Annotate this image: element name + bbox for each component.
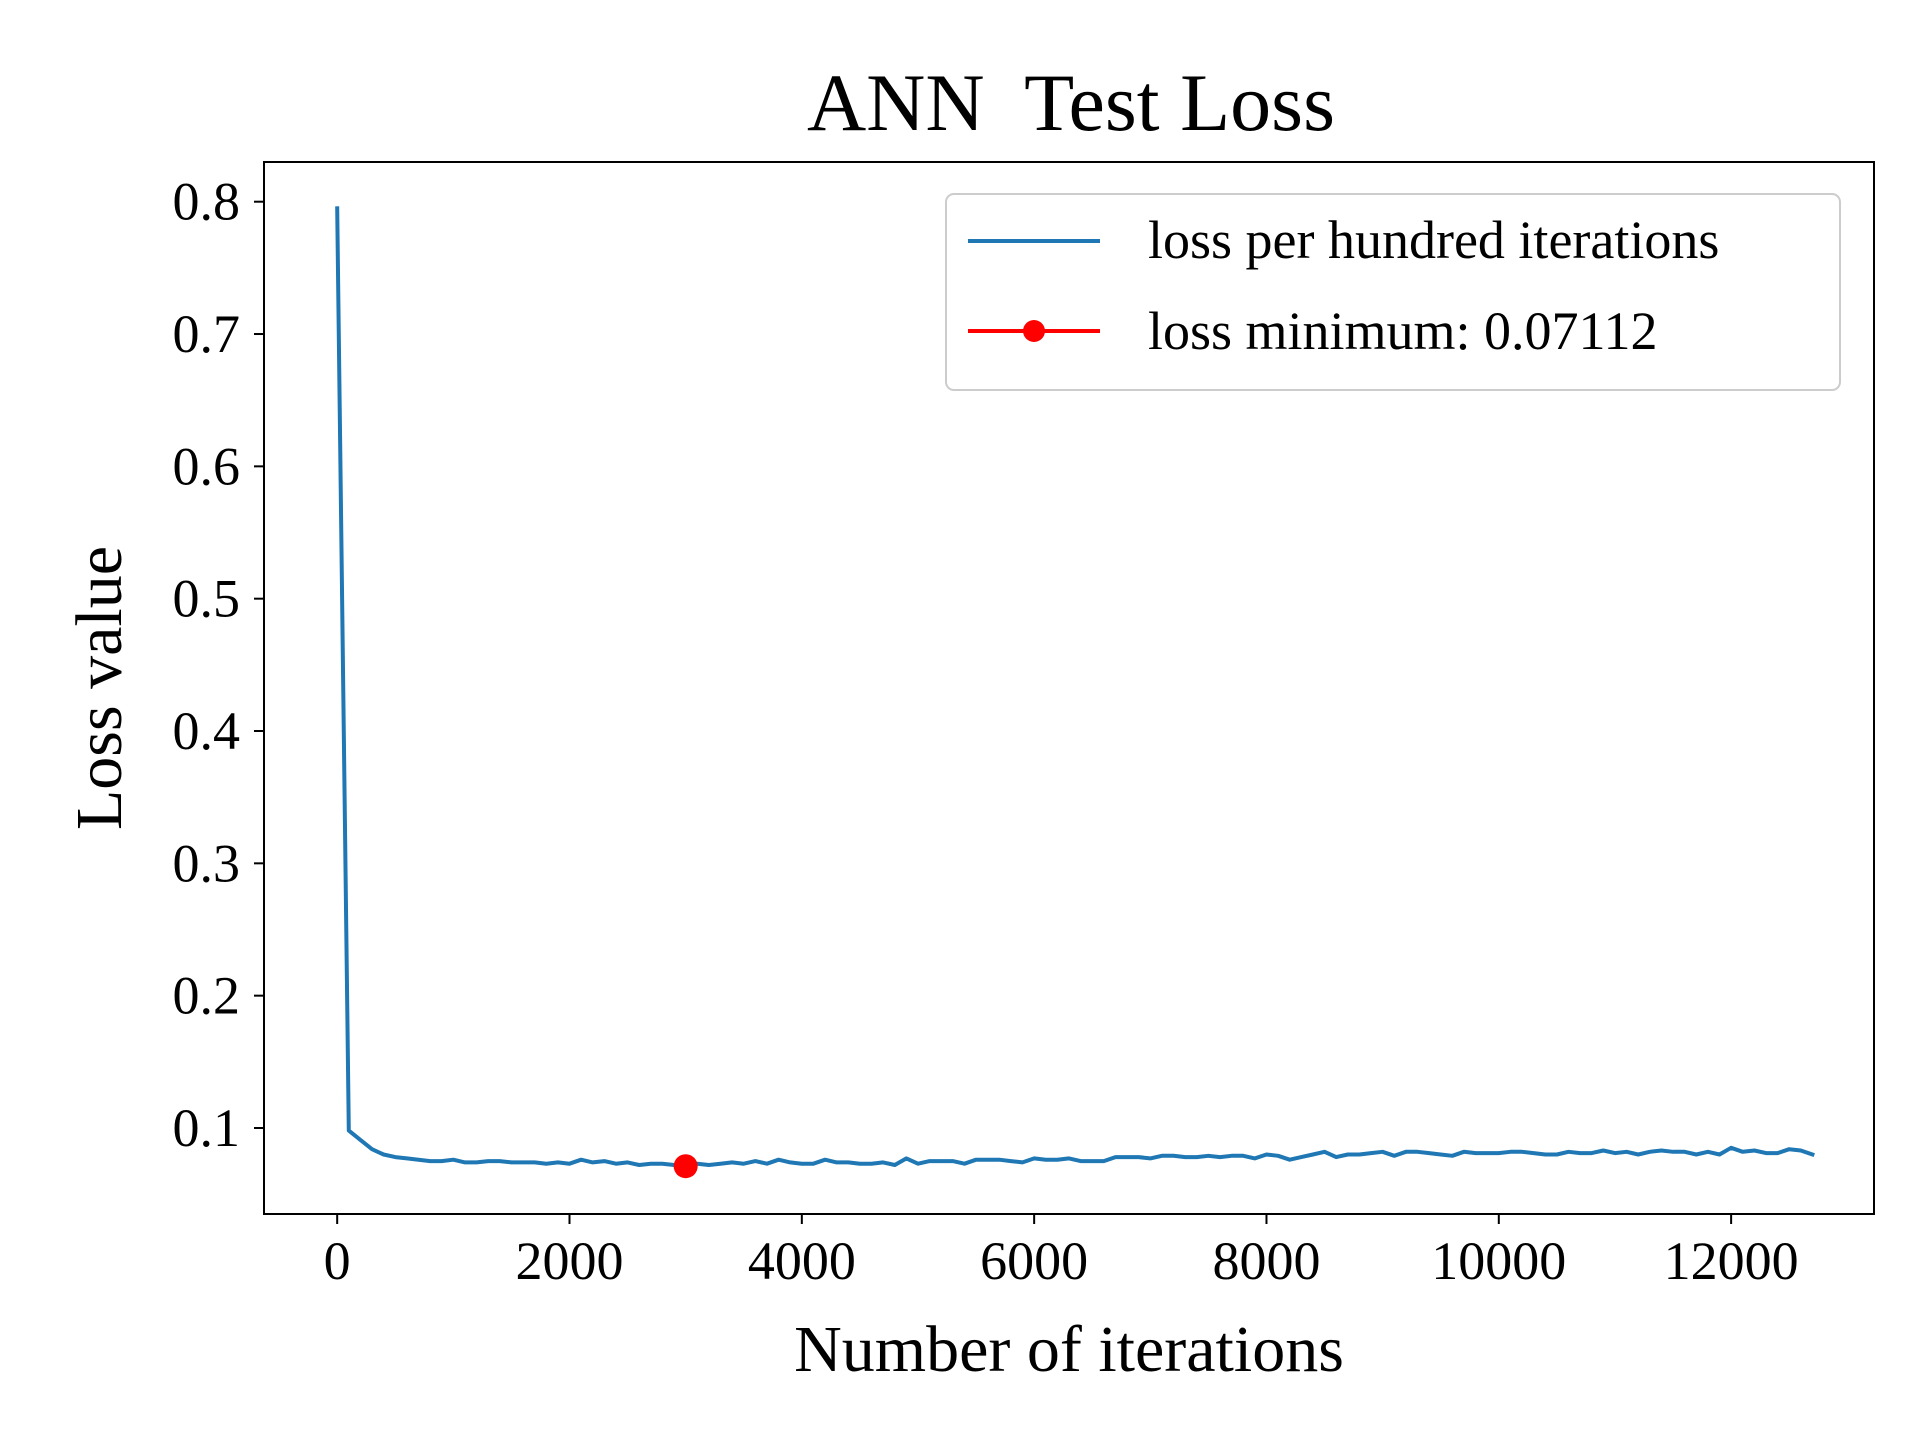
y-tick-label: 0.6 bbox=[173, 436, 241, 496]
y-tick-label: 0.2 bbox=[173, 966, 241, 1026]
y-tick-label: 0.5 bbox=[173, 569, 241, 629]
x-tick-label: 8000 bbox=[1212, 1231, 1320, 1291]
x-tick-label: 0 bbox=[324, 1231, 351, 1291]
legend-series-label: loss per hundred iterations bbox=[1148, 210, 1719, 270]
y-axis-label: Loss value bbox=[63, 546, 136, 830]
y-tick-label: 0.3 bbox=[173, 833, 241, 893]
y-tick-label: 0.4 bbox=[173, 701, 241, 761]
legend-box bbox=[945, 193, 1841, 391]
y-axis-ticks: 0.1 0.2 0.3 0.4 0.5 0.6 0.7 0.8 bbox=[173, 172, 264, 1158]
y-tick-label: 0.8 bbox=[173, 172, 241, 232]
x-tick-label: 2000 bbox=[516, 1231, 624, 1291]
x-axis-label: Number of iterations bbox=[794, 1313, 1344, 1386]
axes-frame bbox=[263, 161, 1875, 1215]
y-tick-label: 0.7 bbox=[173, 304, 241, 364]
x-tick-label: 6000 bbox=[980, 1231, 1088, 1291]
x-tick-label: 12000 bbox=[1664, 1231, 1799, 1291]
x-axis-ticks: 0 2000 4000 6000 8000 10000 12000 bbox=[324, 1214, 1799, 1291]
loss-minimum-marker bbox=[673, 1154, 698, 1179]
legend-minimum-marker bbox=[1023, 320, 1045, 342]
legend: loss per hundred iterations loss minimum… bbox=[945, 193, 1841, 391]
loss-series-line bbox=[335, 206, 1815, 1169]
plot-area bbox=[335, 206, 1815, 1179]
legend-minimum-label: loss minimum: 0.07112 bbox=[1148, 301, 1658, 361]
x-tick-label: 10000 bbox=[1431, 1231, 1566, 1291]
chart-title: ANN Test Loss bbox=[807, 57, 1335, 148]
y-tick-label: 0.1 bbox=[173, 1098, 241, 1158]
x-tick-label: 4000 bbox=[748, 1231, 856, 1291]
